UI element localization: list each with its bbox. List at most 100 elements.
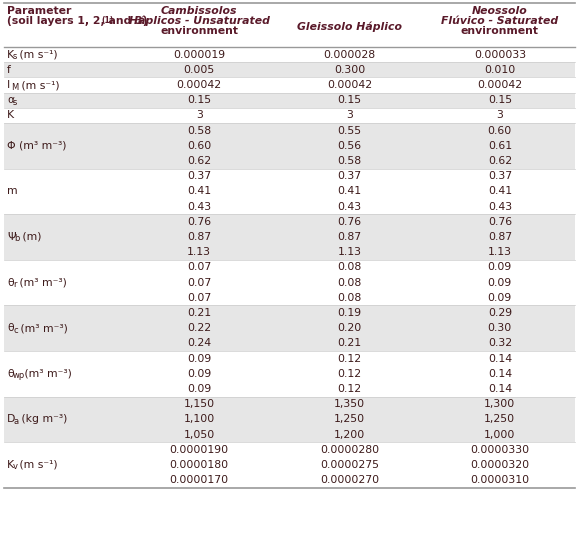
Text: 0.87: 0.87 (488, 232, 512, 242)
Text: 0.00042: 0.00042 (477, 80, 523, 90)
Text: 0.37: 0.37 (187, 171, 211, 181)
Text: 0.00042: 0.00042 (177, 80, 222, 90)
Text: f: f (7, 65, 11, 75)
Bar (4, 123, 575, 169)
Text: 0.0000190: 0.0000190 (169, 445, 229, 455)
Text: 0.0000170: 0.0000170 (169, 475, 229, 485)
Text: environment: environment (461, 26, 539, 36)
Bar (4, 108, 575, 123)
Text: b: b (14, 234, 20, 244)
Text: (m s⁻¹): (m s⁻¹) (17, 50, 58, 60)
Text: c: c (13, 326, 17, 335)
Bar (4, 47, 575, 62)
Text: θ: θ (7, 369, 14, 379)
Text: 0.00042: 0.00042 (327, 80, 372, 90)
Text: (kg m⁻³): (kg m⁻³) (17, 414, 67, 424)
Text: 0.07: 0.07 (187, 263, 212, 272)
Text: 0.22: 0.22 (187, 323, 211, 333)
Text: 0.58: 0.58 (338, 156, 362, 166)
Text: 0.08: 0.08 (338, 277, 362, 288)
Text: Neossolo: Neossolo (472, 6, 528, 16)
Text: 1,300: 1,300 (484, 399, 516, 409)
Text: α: α (7, 95, 14, 105)
Text: K: K (7, 110, 14, 121)
Text: Ψ: Ψ (7, 232, 16, 242)
Text: 0.000033: 0.000033 (474, 50, 526, 60)
Text: (1): (1) (101, 16, 113, 25)
Bar (4, 62, 575, 78)
Text: 0.76: 0.76 (187, 217, 211, 227)
Text: (m s⁻¹): (m s⁻¹) (17, 460, 58, 470)
Text: 0.76: 0.76 (338, 217, 362, 227)
Text: K: K (7, 460, 14, 470)
Text: wp: wp (13, 371, 25, 381)
Text: 0.12: 0.12 (338, 384, 362, 394)
Text: 1,100: 1,100 (184, 414, 215, 424)
Text: 0.07: 0.07 (187, 293, 212, 303)
Text: 0.14: 0.14 (488, 369, 512, 379)
Text: 1,050: 1,050 (184, 430, 215, 440)
Text: 0.41: 0.41 (187, 186, 211, 197)
Text: 0.005: 0.005 (184, 65, 215, 75)
Bar (4, 3, 575, 47)
Text: 0.12: 0.12 (338, 369, 362, 379)
Text: 0.0000310: 0.0000310 (470, 475, 529, 485)
Text: 0.55: 0.55 (338, 126, 362, 135)
Text: 1,200: 1,200 (334, 430, 365, 440)
Text: (m): (m) (19, 232, 42, 242)
Text: (m³ m⁻³): (m³ m⁻³) (21, 369, 72, 379)
Text: 0.07: 0.07 (187, 277, 212, 288)
Text: 1,250: 1,250 (334, 414, 365, 424)
Text: 0.09: 0.09 (488, 263, 512, 272)
Text: 0.43: 0.43 (338, 201, 362, 212)
Text: M: M (12, 82, 18, 92)
Text: 0.09: 0.09 (187, 369, 212, 379)
Text: Gleissolo Háplico: Gleissolo Háplico (297, 21, 402, 32)
Text: 0.0000180: 0.0000180 (169, 460, 229, 470)
Text: 0.21: 0.21 (187, 308, 211, 318)
Text: 0.62: 0.62 (187, 156, 211, 166)
Text: 1.13: 1.13 (488, 247, 512, 257)
Text: Cambissolos: Cambissolos (161, 6, 238, 16)
Text: r: r (13, 280, 17, 289)
Text: 0.0000275: 0.0000275 (320, 460, 379, 470)
Text: 0.29: 0.29 (488, 308, 512, 318)
Bar (4, 260, 575, 305)
Bar (4, 442, 575, 488)
Bar (4, 396, 575, 442)
Text: 0.37: 0.37 (488, 171, 512, 181)
Text: 0.76: 0.76 (488, 217, 512, 227)
Text: θ: θ (7, 323, 14, 333)
Text: 0.000019: 0.000019 (173, 50, 225, 60)
Text: 3: 3 (497, 110, 503, 121)
Text: 0.09: 0.09 (187, 354, 212, 364)
Text: Parameter: Parameter (7, 6, 71, 16)
Bar (4, 93, 575, 108)
Text: Flúvico - Saturated: Flúvico - Saturated (441, 16, 558, 26)
Text: Háplicos - Unsaturated: Háplicos - Unsaturated (129, 16, 269, 27)
Text: 0.09: 0.09 (488, 293, 512, 303)
Text: 0.0000270: 0.0000270 (320, 475, 379, 485)
Text: 0.09: 0.09 (488, 277, 512, 288)
Text: 0.08: 0.08 (338, 293, 362, 303)
Text: 1,150: 1,150 (184, 399, 215, 409)
Text: 0.010: 0.010 (484, 65, 516, 75)
Bar (4, 214, 575, 260)
Text: 0.30: 0.30 (488, 323, 512, 333)
Text: 0.87: 0.87 (338, 232, 362, 242)
Text: 0.58: 0.58 (187, 126, 211, 135)
Text: s: s (13, 98, 17, 106)
Text: v: v (13, 462, 17, 472)
Text: 0.60: 0.60 (187, 141, 212, 151)
Text: 0.15: 0.15 (187, 95, 211, 105)
Bar (4, 169, 575, 214)
Text: 0.15: 0.15 (488, 95, 512, 105)
Text: 0.56: 0.56 (338, 141, 362, 151)
Text: 0.14: 0.14 (488, 384, 512, 394)
Text: 0.0000330: 0.0000330 (470, 445, 529, 455)
Text: 0.43: 0.43 (187, 201, 211, 212)
Text: 0.60: 0.60 (488, 126, 512, 135)
Text: 0.12: 0.12 (338, 354, 362, 364)
Text: K: K (7, 50, 14, 60)
Text: 1.13: 1.13 (187, 247, 211, 257)
